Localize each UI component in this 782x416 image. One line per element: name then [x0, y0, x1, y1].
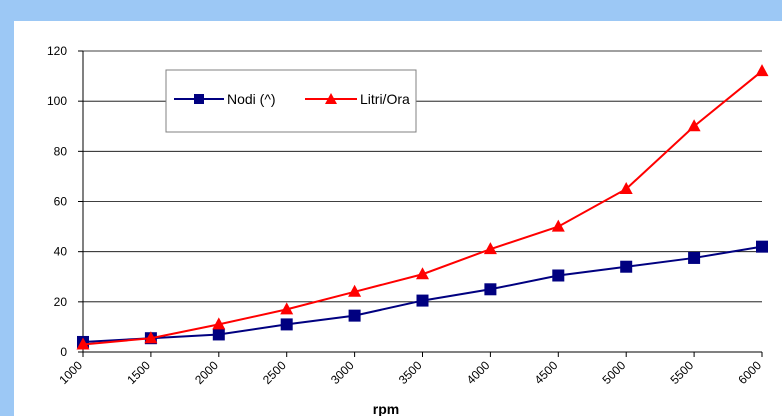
x-tick-labels: 1000 1500 2000 2500 3000 3500 4000 4500 5000 5500… [56, 352, 764, 387]
series-lines [76, 64, 769, 350]
data-point-series-1-5500 [688, 251, 701, 264]
line-chart: 0 20 40 60 80 100 120 1000 1500 2000 2500 3000 3500… [47, 44, 769, 416]
x-axis-title: rpm [373, 401, 399, 416]
legend-box [165, 69, 417, 133]
data-point-series-1-3000 [348, 309, 361, 322]
data-point-series-1-4500 [552, 269, 565, 282]
data-point-series-2-1000 [76, 337, 90, 350]
y-tick-label-120: 120 [47, 44, 67, 58]
data-point-series-2-1500 [144, 331, 158, 344]
data-point-series-2-4000 [483, 242, 497, 255]
data-point-series-2-4500 [551, 219, 565, 232]
data-point-series-2-6000 [755, 64, 769, 77]
data-point-series-2-2500 [280, 302, 294, 315]
x-tick-label-2000: 2000 [192, 358, 221, 387]
x-tick-label-1000: 1000 [56, 358, 85, 387]
data-point-series-1-6000 [756, 240, 768, 253]
data-point-series-1-2500 [280, 318, 293, 331]
x-tick-label-5000: 5000 [600, 358, 629, 387]
y-tick-label-100: 100 [47, 94, 67, 108]
data-point-series-1-5000 [620, 260, 633, 273]
data-point-series-2-2000 [212, 317, 226, 330]
x-tick-label-2500: 2500 [260, 358, 289, 387]
data-point-series-2-3500 [416, 267, 429, 280]
x-tick-label-6000: 6000 [735, 358, 764, 387]
data-point-series-1-3500 [416, 294, 429, 307]
y-tick-label-60: 60 [54, 195, 68, 209]
chart-area: 0 20 40 60 80 100 120 1000 1500 2000 2500 3000 3500… [14, 21, 782, 416]
series-line-1 [82, 245, 763, 343]
x-tick-label-4000: 4000 [464, 358, 493, 387]
legend-label-series-1: Nodi (^) [227, 91, 276, 107]
y-tick-labels: 0 20 40 60 80 100 120 [47, 44, 83, 359]
legend-marker-series-2 [325, 93, 337, 104]
x-tick-label-5500: 5500 [667, 358, 696, 387]
data-point-series-1-2000 [212, 328, 225, 341]
y-tick-label-80: 80 [54, 144, 68, 158]
legend: Nodi (^) Litri/Ora [165, 69, 417, 133]
data-point-series-1-4000 [484, 283, 497, 296]
x-tick-label-3500: 3500 [396, 358, 425, 387]
x-tick-label-4500: 4500 [532, 358, 561, 387]
x-tick-label-1500: 1500 [124, 358, 153, 387]
y-tick-label-0: 0 [60, 345, 67, 359]
y-tick-label-20: 20 [54, 295, 68, 309]
data-point-series-2-5500 [687, 119, 701, 132]
x-tick-label-3000: 3000 [328, 358, 357, 387]
data-point-series-2-3000 [348, 284, 362, 297]
data-point-series-2-5000 [619, 181, 633, 194]
legend-marker-series-1 [194, 94, 204, 104]
y-tick-label-40: 40 [54, 245, 68, 259]
legend-label-series-2: Litri/Ora [360, 91, 410, 107]
